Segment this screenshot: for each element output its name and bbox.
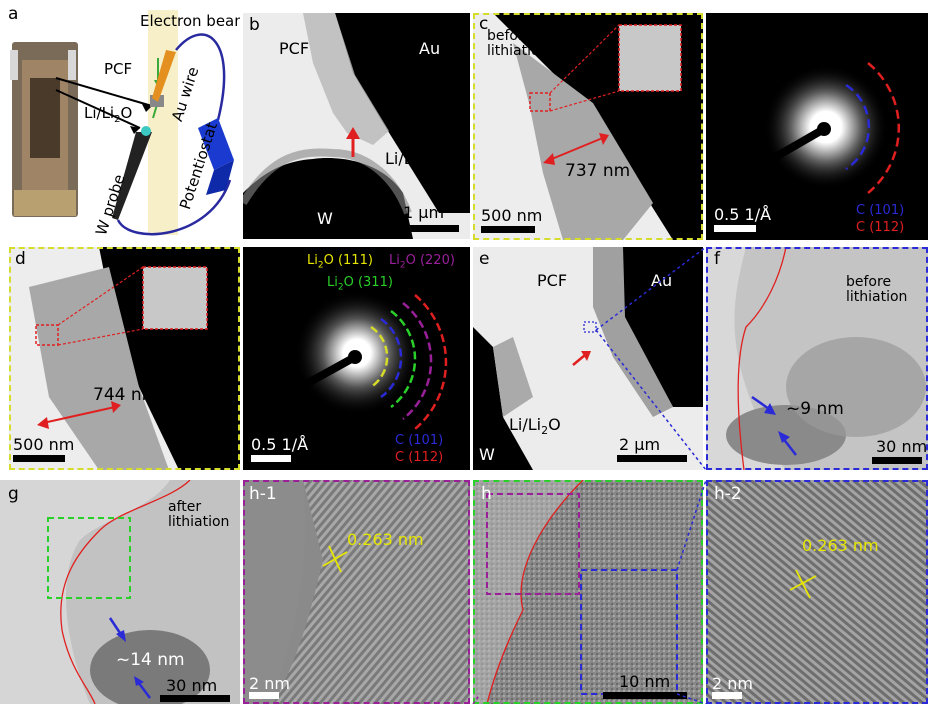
scale-bar-c — [481, 226, 535, 233]
panel-e: e PCF Au Li/Li2O W 2 μm — [473, 247, 703, 470]
w-label-b: W — [317, 209, 333, 228]
pcf-label: PCF — [104, 60, 133, 78]
li-li2o-label: Li/Li2O — [84, 104, 133, 125]
scale-bar-h — [603, 692, 687, 699]
before-lithiation-f: before lithiation — [846, 274, 908, 305]
panel-h1-label: h-1 — [249, 484, 277, 504]
panel-c-tem-image — [493, 13, 703, 240]
panel-g-hrtem-image — [0, 480, 240, 704]
scale-bar-g — [160, 695, 230, 702]
scale-text-c2: 0.5 1/Å — [714, 205, 772, 224]
scale-bar-h1 — [249, 692, 279, 699]
scale-text-h: 10 nm — [619, 672, 671, 691]
size-label-g: ~14 nm — [116, 650, 185, 670]
panel-g-label: g — [8, 484, 19, 504]
size-label-c: 737 nm — [565, 161, 631, 181]
diffraction-pattern-c — [706, 62, 901, 201]
scale-bar-c2 — [714, 225, 756, 232]
scale-text-h1: 2 nm — [249, 674, 290, 693]
scale-bar-h2 — [712, 692, 742, 699]
scale-text-d: 500 nm — [13, 435, 75, 454]
li-li2o-label-b: Li/Li2O — [385, 149, 437, 172]
panel-f-border — [706, 247, 928, 470]
spacing-label-h2: 0.263 nm — [802, 536, 879, 555]
ring-c112-d2: C (112) — [395, 450, 444, 465]
panel-d-diffraction: Li2O (111) Li2O (220) Li2O (311) 0.5 1/Å… — [243, 247, 470, 470]
scale-text-h2: 2 nm — [712, 674, 753, 693]
w-label-e: W — [479, 445, 495, 464]
panel-d: d 744 nm 500 nm after lithiation — [9, 247, 240, 470]
scale-bar-d — [13, 455, 65, 462]
panel-h: h 10 nm — [473, 480, 703, 704]
panel-h1: h-1 0.263 nm 2 nm — [243, 480, 470, 704]
pcf-label-e: PCF — [537, 271, 568, 290]
panel-h-border — [473, 480, 703, 704]
panel-b: b PCF Au Li/Li2O W 1 μm — [243, 13, 470, 239]
panel-f-hrtem-image — [706, 247, 928, 470]
ring-c112-c2: C (112) — [856, 220, 905, 235]
au-label-e: Au — [651, 271, 673, 290]
ring-c101-c2: C (101) — [856, 203, 905, 218]
panel-h2-label: h-2 — [714, 484, 742, 504]
panel-c-label: c — [479, 14, 489, 34]
panel-g: g after lithiation ~14 nm 30 nm — [0, 480, 240, 704]
pcf-label-b: PCF — [279, 39, 310, 58]
panel-a-label: a — [8, 4, 19, 24]
panel-b-tem-image — [243, 13, 470, 239]
size-label-d: 744 nm — [93, 385, 159, 405]
panel-c-border — [473, 13, 703, 240]
panel-d-label: d — [15, 249, 26, 269]
panel-h2-lattice-image — [706, 480, 928, 704]
size-label-f: ~9 nm — [786, 399, 844, 419]
panel-d-border — [9, 247, 240, 470]
spacing-label-h1: 0.263 nm — [347, 530, 424, 549]
scale-text-d2: 0.5 1/Å — [251, 435, 309, 454]
panel-d-tem-image — [29, 247, 240, 470]
scale-text-c: 500 nm — [481, 206, 543, 225]
ring-li2o-311: Li2O (311) — [327, 275, 393, 293]
ring-c101-d2: C (101) — [395, 433, 444, 448]
panel-f-label: f — [714, 249, 720, 269]
panel-c: c before lithiation 737 nm 500 nm — [473, 13, 703, 240]
panel-c-diffraction: 0.5 1/Å C (101) C (112) — [706, 13, 928, 240]
scale-bar-f — [872, 457, 922, 464]
scale-text-f: 30 nm — [876, 437, 928, 456]
scale-bar-d2 — [251, 455, 291, 462]
panel-a: a Electron beam PCF Au wire Li/Li2O Pote… — [0, 0, 240, 240]
ring-li2o-220: Li2O (220) — [389, 253, 455, 271]
diffraction-pattern-d — [243, 291, 448, 430]
panel-h2: h-2 0.263 nm 2 nm — [706, 480, 928, 704]
scale-text-g: 30 nm — [166, 676, 218, 695]
panel-h-label: h — [481, 484, 492, 504]
panel-h1-border — [243, 480, 470, 704]
panel-h-hrtem-image — [473, 480, 703, 704]
panel-h2-border — [706, 480, 928, 704]
scale-bar-b — [401, 225, 459, 232]
panel-h1-lattice-image — [243, 480, 470, 704]
panel-b-label: b — [249, 15, 260, 35]
li-li2o-label-e: Li/Li2O — [509, 415, 561, 438]
after-lithiation-d: after lithiation — [175, 426, 237, 457]
au-label-b: Au — [419, 39, 441, 58]
panel-e-label: e — [479, 249, 490, 269]
panel-a-schematic — [10, 10, 234, 236]
electron-beam-label-1: Electron beam — [140, 12, 240, 30]
before-lithiation-c: before lithiation — [487, 28, 549, 59]
panel-f: f before lithiation ~9 nm 30 nm — [706, 247, 928, 470]
scale-bar-e — [617, 455, 687, 462]
ring-li2o-111: Li2O (111) — [307, 253, 373, 271]
scale-text-b: 1 μm — [403, 203, 445, 222]
after-lithiation-g: after lithiation — [168, 499, 230, 530]
scale-text-e: 2 μm — [619, 435, 661, 454]
